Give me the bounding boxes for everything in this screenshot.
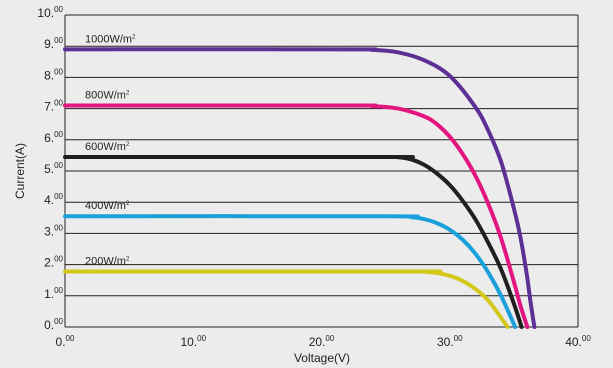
series-curve [63,103,530,329]
x-axis-label: Voltage(V) [294,351,350,365]
y-tick-label: 9.00 [44,36,63,51]
x-tick-label: 40.00 [565,334,591,349]
series-label: 600W/m2 [85,141,130,153]
x-tick-label: 0.00 [56,334,75,349]
series-label: 1000W/m2 [85,33,136,45]
y-tick-label: 7.00 [44,99,63,114]
series-curve [63,214,518,329]
y-tick-label: 8.00 [44,67,63,82]
series-curve [63,154,524,329]
y-tick-label: 1.00 [44,286,63,301]
y-axis-ticks: 0.00 1.00 2.00 3.00 4.00 5.00 6.00 7.00 8.00 9.00… [37,5,63,332]
y-tick-label: 4.00 [44,192,63,207]
series-curve [63,269,510,329]
chart-series-labels: 1000W/m2 800W/m2 600W/m2 400W/m2 200W/m2 [85,33,136,267]
y-tick-label: 5.00 [44,161,63,176]
series-curve [63,47,537,329]
y-tick-label: 3.00 [44,223,63,238]
x-tick-label: 10.00 [180,334,206,349]
chart-gridlines [64,14,579,328]
y-tick-label: 10.00 [37,5,63,20]
series-label: 400W/m2 [85,200,130,212]
series-label: 200W/m2 [85,255,130,267]
chart-series-curves [63,47,537,329]
y-tick-label: 6.00 [44,130,63,145]
x-tick-label: 30.00 [437,334,463,349]
x-tick-label: 20.00 [309,334,335,349]
y-axis-label: Current(A) [13,143,27,199]
y-tick-label: 0.00 [44,317,63,332]
y-tick-label: 2.00 [44,255,63,270]
series-label: 800W/m2 [85,89,130,101]
x-axis-ticks: 0.00 10.00 20.00 30.00 40.00 [56,334,592,349]
